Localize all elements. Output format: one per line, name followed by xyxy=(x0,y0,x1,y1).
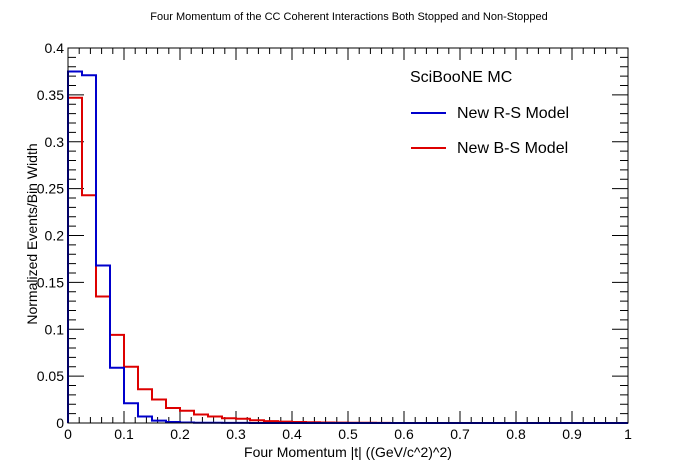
y-tick-label: 0 xyxy=(56,415,64,431)
x-tick-label: 0 xyxy=(64,426,72,442)
y-tick-label: 0.15 xyxy=(37,274,64,290)
x-tick-label: 0.3 xyxy=(226,426,246,442)
x-tick-label: 0.5 xyxy=(338,426,358,442)
legend-label-bs: New B-S Model xyxy=(457,140,568,157)
plot-frame xyxy=(67,47,629,424)
y-tick-label: 0.05 xyxy=(37,368,64,384)
y-tick-label: 0.3 xyxy=(45,134,65,150)
x-tick-label: 0.7 xyxy=(450,426,470,442)
frame-layer xyxy=(67,47,629,424)
x-tick-label: 0.9 xyxy=(562,426,582,442)
y-tick-label: 0.35 xyxy=(37,87,64,103)
axes: 0 0.1 0.2 0.3 0.4 0.5 0.6 0.7 0.8 0.9 1 0 0.05 0.1 0.1… xyxy=(37,40,632,442)
legend-label-rs: New R-S Model xyxy=(457,105,569,122)
y-tick-label: 0.1 xyxy=(45,321,65,337)
y-axis-label: Normalized Events/Bin Width xyxy=(24,143,40,324)
x-axis-label: Four Momentum |t| ((GeV/c^2)^2) xyxy=(244,444,452,460)
legend-header: SciBooNE MC xyxy=(410,69,512,86)
x-tick-label: 0.1 xyxy=(114,426,134,442)
x-tick-label: 0.6 xyxy=(394,426,414,442)
x-tick-label: 0.8 xyxy=(506,426,526,442)
x-tick-label: 1 xyxy=(624,426,632,442)
x-tick-label: 0.4 xyxy=(282,426,302,442)
x-tick-label: 0.2 xyxy=(170,426,190,442)
y-tick-label: 0.25 xyxy=(37,181,64,197)
y-tick-label: 0.2 xyxy=(45,228,65,244)
legend: SciBooNE MC New R-S Model New B-S Model xyxy=(410,69,569,157)
chart-title: Four Momentum of the CC Coherent Interac… xyxy=(150,11,547,23)
y-tick-label: 0.4 xyxy=(45,40,65,56)
